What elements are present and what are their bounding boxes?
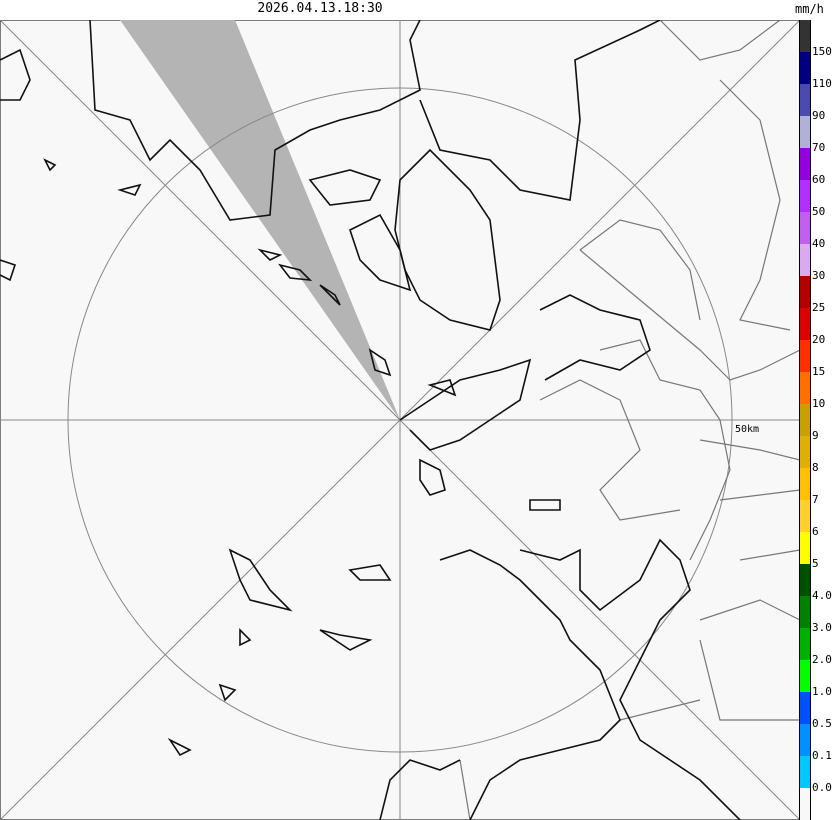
coastlines — [0, 20, 741, 820]
timestamp-title: 2026.04.13.18:30 — [0, 0, 800, 18]
legend-label: 2.0 — [812, 653, 832, 666]
legend-color-swatch — [800, 596, 810, 628]
legend-color-swatch — [800, 84, 810, 116]
legend-color-swatch — [800, 468, 810, 500]
legend-color-swatch — [800, 724, 810, 756]
legend-color-swatch — [800, 564, 810, 596]
admin-boundaries — [459, 20, 800, 820]
blocked-sector — [120, 20, 400, 420]
legend-color-swatch — [800, 500, 810, 532]
radar-map[interactable]: 50km — [0, 20, 800, 820]
legend-color-swatch — [800, 212, 810, 244]
legend-color-swatch — [800, 628, 810, 660]
legend-color-swatch — [800, 372, 810, 404]
legend-color-swatch — [800, 276, 810, 308]
legend-color-swatch — [800, 788, 810, 820]
legend-color-swatch — [800, 532, 810, 564]
legend-color-swatch — [800, 116, 810, 148]
legend-label: 30 — [812, 269, 826, 282]
legend-color-swatch — [800, 20, 810, 52]
legend-label: 0.0 — [812, 781, 832, 794]
legend-color-swatch — [800, 244, 810, 276]
legend-color-swatch — [800, 756, 810, 788]
legend-label: 1.0 — [812, 685, 832, 698]
legend-label: 90 — [812, 109, 826, 122]
legend-label: 40 — [812, 237, 826, 250]
legend-label: 25 — [812, 301, 826, 314]
timestamp-text: 2026.04.13.18:30 — [257, 1, 383, 16]
legend-label: 9 — [812, 429, 819, 442]
legend-label: 0.1 — [812, 749, 832, 762]
legend-color-swatch — [800, 340, 810, 372]
range-ring-label: 50km — [735, 424, 759, 435]
legend-colorbar — [799, 20, 811, 820]
legend-color-swatch — [800, 436, 810, 468]
legend-label: 5 — [812, 557, 819, 570]
legend-label: 15 — [812, 365, 826, 378]
legend-color-swatch — [800, 404, 810, 436]
legend-color-swatch — [800, 180, 810, 212]
legend-label: 0.5 — [812, 717, 832, 730]
legend-color-swatch — [800, 308, 810, 340]
legend-label: 110 — [812, 77, 832, 90]
legend-label: 8 — [812, 461, 819, 474]
legend-color-swatch — [800, 52, 810, 84]
legend-label: 70 — [812, 141, 826, 154]
legend-label: 60 — [812, 173, 826, 186]
legend-label: 3.0 — [812, 621, 832, 634]
legend-label: 150 — [812, 45, 832, 58]
legend-label: 6 — [812, 525, 819, 538]
legend-label: 50 — [812, 205, 826, 218]
legend-label: 7 — [812, 493, 819, 506]
legend-unit: mm/h — [795, 2, 824, 16]
legend-label: 4.0 — [812, 589, 832, 602]
legend-label: 20 — [812, 333, 826, 346]
legend-label: 10 — [812, 397, 826, 410]
legend-color-swatch — [800, 660, 810, 692]
legend-color-swatch — [800, 148, 810, 180]
legend-color-swatch — [800, 692, 810, 724]
